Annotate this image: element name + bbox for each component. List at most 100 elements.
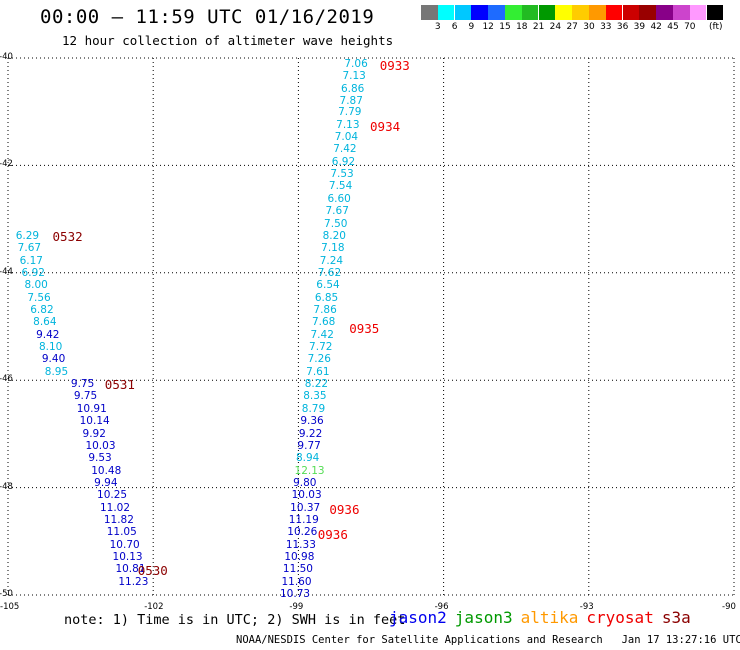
wave-height-value: 8.95 [44,365,69,378]
wave-height-value: 10.26 [287,526,318,539]
pass-time-label: 0531 [104,377,135,393]
wave-height-value: 9.22 [298,427,323,440]
wave-height-value: 10.03 [291,489,322,502]
wave-height-value: 11.60 [281,575,312,588]
wave-height-value: 10.37 [290,501,321,514]
latitude-label: -42 [0,159,13,170]
pass-time-label: 0934 [370,119,401,135]
credit-footer: NOAA/NESDIS Center for Satellite Applica… [236,634,740,646]
pass-time-label: 0530 [137,563,168,579]
longitude-label: -105 [0,602,20,612]
wave-height-value: 7.13 [342,70,366,83]
color-scale-label: 21 [532,22,545,32]
wave-height-value: 11.33 [285,538,316,551]
wave-height-value: 7.68 [311,316,336,329]
wave-height-value: 11.02 [99,501,131,514]
wave-height-value: 10.48 [91,464,122,477]
color-scale-swatch [689,5,707,20]
color-scale-swatch [673,5,690,20]
wave-height-value: 7.72 [309,341,333,354]
legend-entry-jason3: jason3 [454,608,513,627]
wave-height-value: 6.54 [316,279,340,292]
color-scale-swatch [505,5,522,20]
wave-height-value: 7.54 [328,180,353,193]
color-scale-swatch [437,5,455,20]
color-scale-swatch [521,5,539,20]
wave-height-value: 10.25 [97,489,128,502]
color-scale-unit: (ft) [709,22,723,32]
wave-height-value: 9.94 [94,476,118,489]
color-scale-swatch [656,5,673,20]
wave-height-value: 9.42 [36,328,60,341]
color-scale-swatch [454,5,472,20]
color-scale-swatch [605,5,623,20]
longitude-label: -102 [144,602,164,612]
wave-height-value: 7.62 [317,266,342,279]
wave-height-value: 6.29 [15,229,40,242]
wave-height-value: 9.92 [82,427,106,440]
page-subtitle: 12 hour collection of altimeter wave hei… [62,33,394,48]
color-scale-label: 6 [451,22,458,32]
color-scale-swatch [488,5,505,20]
wave-height-value: 9.36 [300,415,324,428]
wave-height-value: 8.10 [38,341,63,354]
wave-height-value: 9.80 [293,476,317,489]
wave-height-value: 6.86 [340,82,365,95]
wave-height-value: 8.20 [322,229,346,242]
wave-height-value: 10.03 [85,439,116,452]
color-scale-swatch [555,5,572,20]
satellite-legend: jason2 jason3 altika cryosat s3a [389,608,699,627]
color-scale-label: 24 [549,22,562,32]
wave-height-value: 7.06 [344,58,368,71]
color-scale-label: 3 [434,22,441,32]
pass-time-label: 0935 [349,320,380,336]
wave-height-value: 10.73 [280,588,311,601]
wave-height-value: 11.05 [106,526,137,539]
color-scale-swatch [471,5,488,20]
wave-height-value: 11.23 [118,575,149,588]
wave-height-value: 6.82 [30,304,54,316]
color-scale-swatch [572,5,589,20]
wave-height-value: 9.40 [41,353,66,366]
wave-height-value: 7.87 [339,94,363,107]
color-scale-swatch [706,5,724,20]
pass-time-label: 0933 [379,57,410,73]
wave-height-value: 6.85 [314,291,339,304]
wave-height-value: 7.53 [330,168,354,181]
color-scale-legend: 3 6 9 12 15 18 21 24 27 30 33 36 39 42 45 70 (ft) [421,5,730,35]
wave-height-value: 12.13 [294,464,325,477]
wave-height-value: 7.67 [325,205,349,218]
latitude-label: -44 [0,266,13,277]
wave-height-value: 6.92 [331,155,356,168]
color-scale-label: 18 [516,22,528,32]
color-scale-label: 12 [482,22,494,32]
wave-height-value: 7.67 [17,242,42,255]
color-scale-swatch [421,5,438,20]
wave-height-value: 7.50 [324,217,348,230]
latitude-label: -48 [0,481,13,492]
color-scale-swatch [639,5,656,20]
color-scale-label: 27 [566,22,578,32]
wave-height-value: 7.04 [334,131,359,144]
wave-height-value: 9.53 [88,452,112,465]
wave-height-value: 7.79 [338,106,362,119]
wave-height-value: 7.42 [310,328,334,341]
wave-height-value: 7.18 [321,242,345,255]
color-scale-swatch [622,5,640,20]
wave-height-value: 6.60 [327,192,351,205]
wave-height-value: 7.26 [307,353,331,366]
color-scale-swatch [589,5,606,20]
color-scale-label: 15 [499,22,511,32]
color-scale-label: 70 [684,22,696,32]
map-gridlines [7,57,735,596]
latitude-label: -50 [0,589,13,599]
color-scale-label: 39 [633,22,646,32]
wave-height-value: 6.17 [19,254,43,267]
wave-height-value: 8.22 [304,378,329,391]
longitude-label: -99 [289,602,304,612]
color-scale-label: 30 [583,22,595,32]
wave-height-value: 10.70 [109,538,140,551]
color-scale-label: 45 [667,22,679,32]
legend-entry-altika: altika [520,608,579,627]
